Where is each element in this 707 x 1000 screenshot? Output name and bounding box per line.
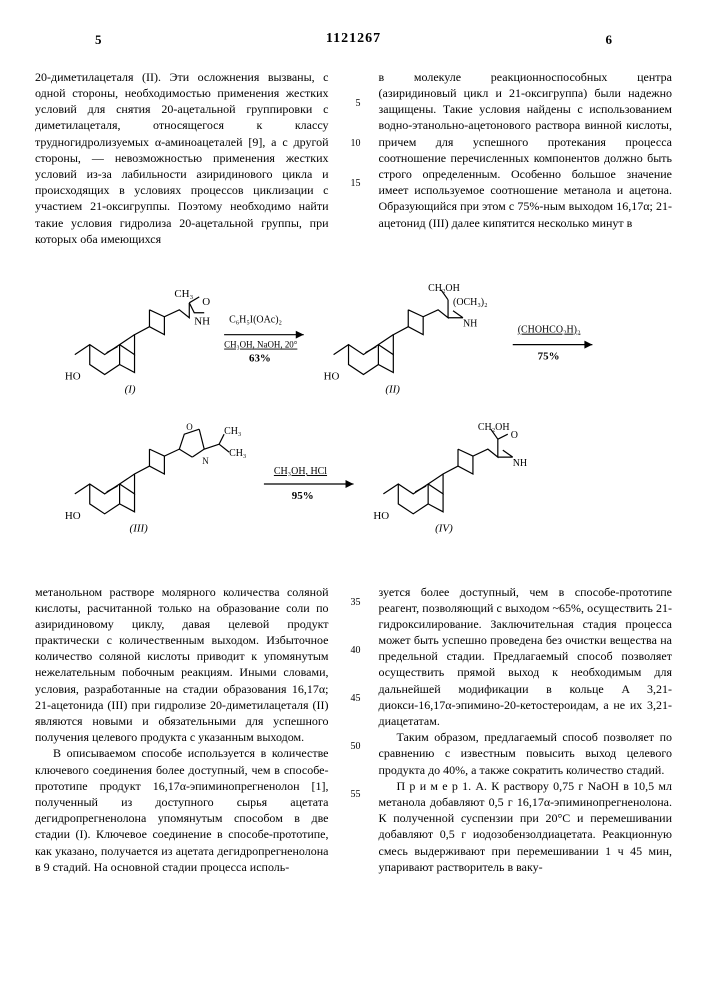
svg-text:NH: NH [194,316,210,328]
svg-text:(III): (III) [130,523,149,535]
lower-right-column: зуется более доступный, чем в способе-пр… [379,584,673,875]
svg-text:O: O [202,296,210,308]
svg-text:CH₃: CH₃ [229,448,246,459]
lower-right-p1: зуется более доступный, чем в способе-пр… [379,584,673,730]
svg-text:CH₃: CH₃ [224,426,241,437]
svg-text:N: N [202,456,209,466]
svg-text:63%: 63% [249,352,271,364]
svg-text:HO: HO [324,370,340,382]
doc-number: 1121267 [326,30,381,49]
svg-text:NH: NH [463,319,477,330]
lower-right-p3: П р и м е р 1. А. К раствору 0,75 г NaOH… [379,778,673,875]
upper-right-column: в молекуле реакционноспособных центра (а… [379,69,673,247]
upper-right-para: в молекуле реакционноспособных центра (а… [379,69,673,231]
svg-text:95%: 95% [292,490,314,502]
svg-text:CH₃OH, NaOH, 20°: CH₃OH, NaOH, 20° [224,340,298,350]
svg-text:NH: NH [513,458,527,469]
svg-text:(CHOHCO₂H)₂: (CHOHCO₂H)₂ [518,325,581,336]
svg-text:CH₃: CH₃ [174,288,193,300]
reaction-scheme: HO CH₃ O NH (I) C₆H₅I(OAc)₂ CH₃OH, NaOH,… [35,265,672,564]
lower-left-column: метанольном растворе молярного количеств… [35,584,329,875]
lower-right-p2: Таким образом, предлагаемый способ позво… [379,729,673,778]
svg-text:CH₃OH, HCl: CH₃OH, HCl [274,466,327,477]
line-numbers-upper: 5 10 15 [347,69,361,247]
svg-text:O: O [186,422,193,432]
svg-text:(IV): (IV) [435,523,453,535]
svg-text:HO: HO [65,510,81,522]
svg-text:(I): (I) [125,383,136,395]
lower-left-p2: В описываемом способе используется в кол… [35,745,329,875]
svg-text:O: O [511,430,518,441]
page-left: 5 [95,31,102,49]
svg-text:(II): (II) [385,383,400,395]
line-numbers-lower: 35 40 45 50 55 [347,584,361,875]
svg-text:75%: 75% [538,351,560,363]
svg-text:CH₂OH: CH₂OH [428,283,460,294]
upper-left-para: 20-диметилацеталя (II). Эти осложнения в… [35,69,329,247]
svg-text:CH₂OH: CH₂OH [478,422,510,433]
lower-left-p1: метанольном растворе молярного количеств… [35,584,329,746]
page-right: 6 [605,31,612,49]
upper-left-column: 20-диметилацеталя (II). Эти осложнения в… [35,69,329,247]
svg-text:C₆H₅I(OAc)₂: C₆H₅I(OAc)₂ [229,315,282,326]
svg-text:HO: HO [65,370,81,382]
svg-text:(OCH₃)₂: (OCH₃)₂ [453,297,488,308]
svg-text:HO: HO [373,510,389,522]
